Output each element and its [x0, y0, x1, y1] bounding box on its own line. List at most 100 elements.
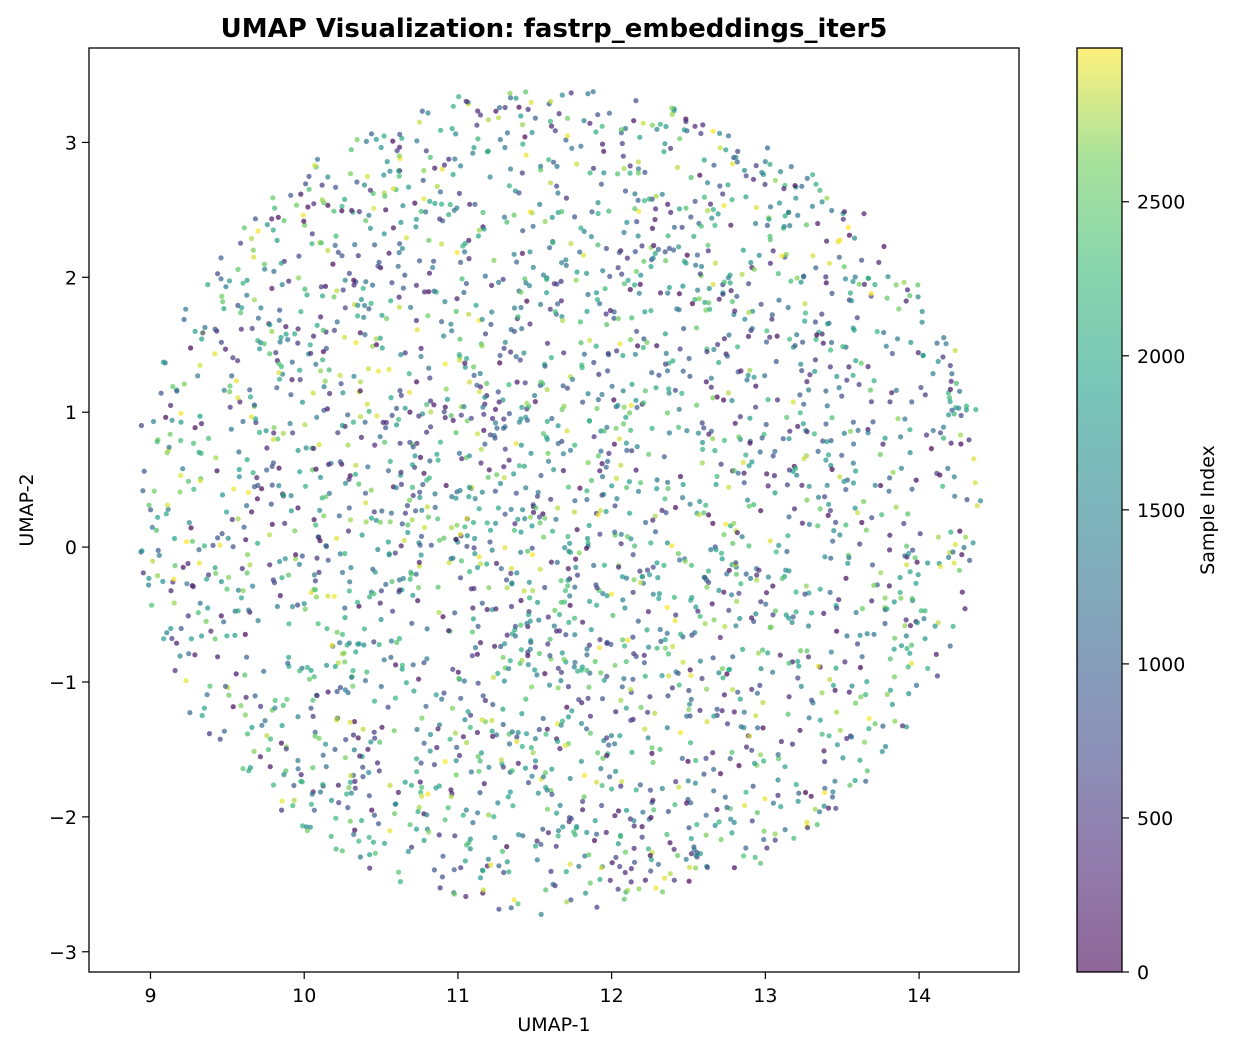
scatter-point [420, 481, 426, 488]
scatter-point [212, 351, 218, 357]
scatter-point [140, 570, 146, 576]
scatter-point [477, 758, 483, 764]
scatter-point [957, 388, 963, 394]
scatter-point [394, 148, 400, 154]
scatter-point [565, 566, 571, 572]
scatter-point [345, 690, 351, 696]
scatter-point [318, 284, 324, 290]
scatter-point [620, 352, 626, 359]
scatter-point [804, 648, 810, 654]
scatter-point [267, 562, 273, 568]
scatter-point [635, 233, 641, 239]
scatter-point [588, 234, 595, 240]
scatter-point [486, 467, 492, 473]
scatter-point [478, 460, 484, 466]
scatter-point [477, 790, 483, 796]
scatter-point [327, 390, 333, 397]
scatter-point [906, 550, 912, 557]
scatter-point [697, 658, 704, 664]
scatter-point [346, 785, 352, 791]
scatter-point [528, 638, 534, 644]
scatter-point [515, 314, 521, 320]
scatter-point [246, 607, 252, 613]
scatter-point [963, 534, 969, 540]
scatter-point [802, 318, 808, 324]
scatter-point [388, 654, 394, 660]
scatter-point [615, 841, 621, 847]
scatter-point [555, 423, 561, 429]
scatter-point [500, 276, 506, 282]
scatter-point [487, 174, 493, 180]
scatter-point [623, 414, 629, 420]
scatter-point [466, 379, 472, 385]
scatter-point [799, 520, 806, 526]
scatter-point [447, 736, 453, 742]
scatter-point [533, 505, 539, 511]
scatter-point [824, 403, 830, 409]
scatter-point [555, 828, 562, 834]
scatter-point [669, 685, 676, 691]
scatter-point [467, 836, 473, 842]
scatter-point [625, 277, 631, 283]
scatter-point [485, 117, 491, 123]
scatter-point [347, 473, 353, 479]
scatter-point [649, 425, 655, 431]
scatter-point [277, 593, 283, 599]
scatter-point [749, 747, 755, 753]
scatter-point [389, 412, 395, 418]
scatter-point [642, 726, 648, 732]
scatter-point [729, 749, 735, 756]
scatter-point [837, 237, 843, 243]
scatter-point [569, 376, 576, 382]
scatter-point [872, 721, 878, 727]
scatter-point [269, 216, 275, 222]
scatter-point [872, 282, 878, 288]
scatter-point [178, 625, 184, 632]
scatter-point [514, 739, 520, 745]
scatter-point [863, 692, 869, 698]
scatter-point [311, 807, 317, 813]
scatter-point [554, 183, 560, 189]
scatter-point [785, 209, 792, 215]
scatter-point [499, 848, 506, 855]
scatter-point [684, 713, 690, 719]
scatter-point [594, 297, 601, 303]
scatter-point [155, 514, 161, 520]
scatter-point [964, 497, 970, 503]
scatter-point [536, 726, 542, 733]
scatter-point [712, 822, 718, 829]
scatter-point [809, 610, 815, 616]
scatter-point [149, 602, 155, 608]
scatter-point [397, 879, 403, 885]
scatter-point [480, 693, 486, 699]
scatter-point [607, 774, 613, 780]
scatter-point [721, 203, 727, 209]
scatter-point [795, 798, 801, 804]
scatter-point [544, 806, 551, 812]
scatter-point [829, 339, 835, 346]
scatter-point [676, 307, 682, 313]
scatter-point [183, 306, 189, 312]
scatter-point [564, 704, 570, 710]
scatter-point [648, 540, 654, 546]
scatter-point [151, 488, 157, 494]
scatter-point [785, 304, 791, 311]
scatter-point [519, 711, 525, 717]
scatter-point [545, 458, 552, 464]
scatter-point [704, 864, 711, 871]
scatter-point [952, 541, 958, 548]
scatter-point [464, 418, 470, 424]
scatter-point [529, 545, 535, 551]
scatter-point [576, 863, 582, 869]
scatter-point [959, 589, 965, 595]
scatter-point [784, 548, 790, 555]
scatter-point [514, 379, 520, 385]
scatter-point [827, 676, 833, 683]
scatter-point [859, 519, 865, 526]
scatter-point [665, 479, 671, 485]
scatter-point [524, 620, 530, 627]
scatter-point [235, 395, 241, 401]
scatter-point [728, 222, 734, 228]
scatter-point [428, 398, 434, 404]
scatter-point [177, 653, 183, 659]
